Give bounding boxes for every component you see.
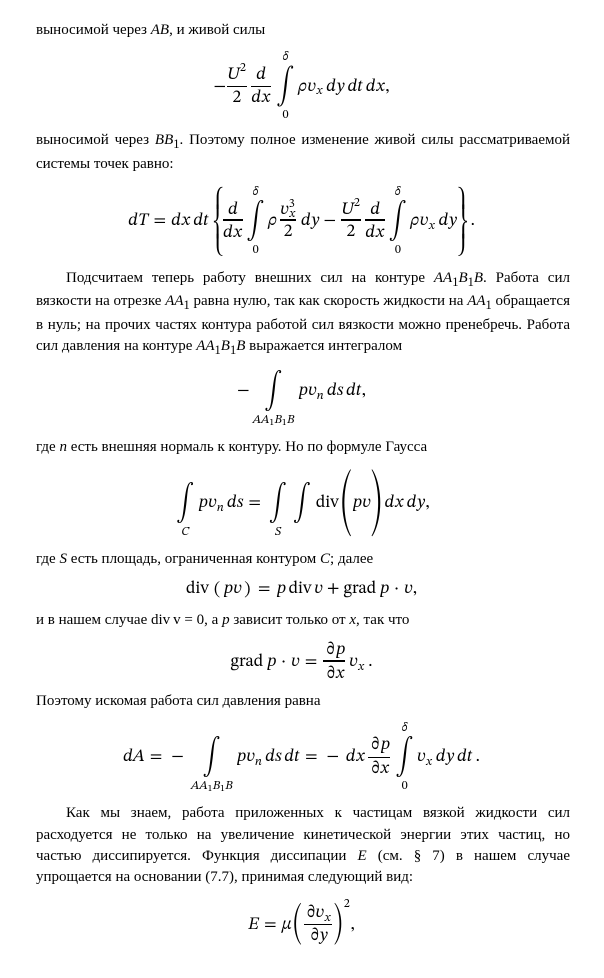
- p6b: , а: [204, 612, 222, 628]
- p3c: равна нулю, так как скорость жидкости на: [190, 293, 467, 309]
- para-5: где S есть площадь, ограниченная контуро…: [36, 549, 570, 570]
- p2a: выносимой через: [36, 132, 155, 148]
- p6a: и в нашем случае: [36, 612, 151, 628]
- p7: Поэтому искомая работа сил давления равн…: [36, 693, 321, 709]
- inline-C: C: [320, 551, 330, 567]
- inline-divv0: div v = 0: [151, 612, 204, 628]
- eq-7: dA = − ∫ AA1B1B p vn ds dt = − dx ∂p ∂x …: [36, 722, 570, 792]
- para-8: Как мы знаем, работа приложенных к части…: [36, 803, 570, 888]
- eq-6: gradp ⋅ v = ∂p ∂x vx .: [36, 641, 570, 678]
- in-AA1-1a: AA: [165, 293, 183, 309]
- p5b: есть площадь, ограниченная контуром: [67, 551, 320, 567]
- eq-4: ∫C p vn ds = ∫S ∫ div (pv) dx dy ,: [36, 469, 570, 537]
- inline-E: E: [358, 848, 367, 864]
- para-6: и в нашем случае div v = 0, а p зависит …: [36, 610, 570, 631]
- p1b: , и живой силы: [169, 22, 265, 38]
- eq-8: E = μ ( ∂vx ∂y ) 2 ,: [36, 899, 570, 946]
- p4b: есть внешняя нормаль к контуру. Но по фо…: [67, 439, 427, 455]
- p3e: выражается интегралом: [245, 338, 402, 354]
- para-7: Поэтому искомая работа сил давления равн…: [36, 691, 570, 712]
- in-AA1B1B-1c: B: [458, 270, 467, 286]
- eq-1: − U22 ddx ∫ 0 δ ρ vx dy dt dx ,: [36, 51, 570, 118]
- in-AA1B1B-2c: B: [221, 338, 230, 354]
- p6c: зависит только от: [230, 612, 350, 628]
- in-AA1-2a: AA: [467, 293, 485, 309]
- p3a: Подсчитаем теперь работу внешних сил на …: [66, 270, 434, 286]
- p4a: где: [36, 439, 59, 455]
- eq-3: − ∫ AA1B1B p vn ds dt ,: [36, 370, 570, 425]
- inline-AB: AB: [151, 22, 169, 38]
- inline-n: n: [59, 439, 67, 455]
- in-AA1B1B-1a: AA: [434, 270, 452, 286]
- in-AA1B1B-1e: B: [474, 270, 483, 286]
- p1a: выносимой через: [36, 22, 151, 38]
- p6d: , так что: [356, 612, 409, 628]
- para-3: Подсчитаем теперь работу внешних сил на …: [36, 268, 570, 361]
- inline-BB1-a: BB: [155, 132, 173, 148]
- inline-p: p: [222, 612, 230, 628]
- p5a: где: [36, 551, 59, 567]
- p5c: ; далее: [330, 551, 373, 567]
- eq-2: dT = dxdt { ddx ∫0δ ρ vx3 2 dy −: [36, 185, 570, 255]
- inline-S: S: [59, 551, 67, 567]
- eq-5: div (pv) = pdivv + gradp ⋅ v ,: [36, 580, 570, 598]
- para-4: где n есть внешняя нормаль к контуру. Но…: [36, 437, 570, 458]
- in-AA1B1B-2e: B: [236, 338, 245, 354]
- para-2: выносимой через BB1. Поэтому полное изме…: [36, 130, 570, 175]
- para-1: выносимой через AB, и живой силы: [36, 20, 570, 41]
- in-AA1B1B-2a: AA: [196, 338, 214, 354]
